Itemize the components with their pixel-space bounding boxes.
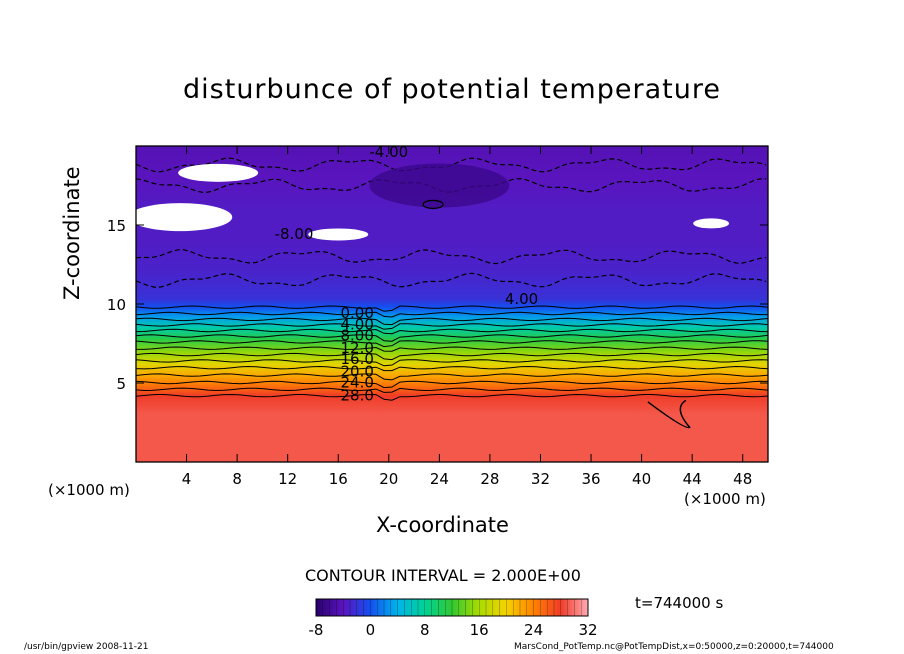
- contour-label: 0.00: [340, 304, 373, 322]
- contour-label: 20.0: [340, 363, 373, 381]
- contour-line-negative: [136, 249, 767, 265]
- time-label: t=744000 s: [635, 594, 724, 612]
- x-tick-label: 48: [733, 470, 752, 488]
- x-tick-label: 32: [531, 470, 550, 488]
- footer-right: MarsCond_PotTemp.nc@PotTempDist,x=0:5000…: [514, 642, 834, 652]
- cold-anomaly: [369, 163, 510, 208]
- contour-line: [136, 365, 768, 372]
- footer-left: /usr/bin/gpview 2008-11-21: [24, 642, 149, 652]
- plot-area: [136, 146, 768, 462]
- x-tick-label: 16: [329, 470, 348, 488]
- contour-interval: CONTOUR INTERVAL = 2.000E+00: [305, 566, 581, 585]
- contour-line: [136, 317, 768, 326]
- undefined-region: [178, 163, 259, 182]
- contour-closed-low: [647, 399, 691, 429]
- contour-line: [136, 359, 768, 367]
- contour-label: 28.0: [340, 386, 373, 404]
- contour-line: [136, 373, 768, 381]
- contour-line: [136, 352, 768, 361]
- x-tick-label: 44: [683, 470, 702, 488]
- contour-line: [136, 328, 768, 335]
- x-tick-label: 12: [278, 470, 297, 488]
- chart-title: disturbunce of potential temperature: [183, 74, 721, 105]
- colorbar-tick-label: 32: [578, 621, 597, 639]
- x-tick-label: 24: [430, 470, 449, 488]
- x-tick-label: 28: [480, 470, 499, 488]
- x-tick-label: 8: [232, 470, 242, 488]
- contour-label: 24.0: [340, 374, 373, 392]
- x-tick-label: 36: [581, 470, 600, 488]
- contour-label: 12.0: [340, 339, 373, 357]
- contour-line-negative: [136, 272, 767, 288]
- contour-line: [136, 380, 768, 389]
- x-unit-right: (×1000 m): [684, 490, 766, 508]
- colorbar-tick-label: 0: [366, 621, 376, 639]
- contour-line: [136, 340, 768, 348]
- x-tick-label: 4: [182, 470, 192, 488]
- contour-line: [136, 387, 768, 393]
- undefined-region: [693, 218, 730, 229]
- contour-line: [136, 393, 768, 401]
- overlay-layer: -4.00-8.004.000.004.008.0012.016.020.024…: [107, 143, 769, 639]
- contour-line: [136, 305, 768, 312]
- y-tick-label: 10: [107, 296, 126, 314]
- colorbar-tick-label: 16: [470, 621, 489, 639]
- x-tick-label: 20: [379, 470, 398, 488]
- contour-label: -8.00: [275, 225, 314, 243]
- contour-line: [136, 311, 768, 318]
- contour-label: 16.0: [340, 350, 373, 368]
- contour-line: [136, 323, 768, 330]
- colorbar-tick-label: -8: [309, 621, 324, 639]
- x-unit-left: (×1000 m): [48, 481, 130, 499]
- colorbar-tick-label: 24: [524, 621, 543, 639]
- x-tick-label: 40: [632, 470, 651, 488]
- contour-line: [136, 346, 768, 352]
- contour-line: [136, 334, 768, 342]
- contour-label: 4.00: [505, 290, 538, 308]
- undefined-region: [136, 203, 233, 232]
- contour-label: 4.00: [340, 315, 373, 333]
- contour-closed: [422, 199, 444, 210]
- colorbar-tick-label: 8: [420, 621, 430, 639]
- y-tick-label: 15: [107, 217, 126, 235]
- x-axis-label: X-coordinate: [376, 513, 509, 537]
- undefined-region: [308, 228, 369, 241]
- contour-label: 8.00: [340, 326, 373, 344]
- y-tick-label: 5: [116, 375, 126, 393]
